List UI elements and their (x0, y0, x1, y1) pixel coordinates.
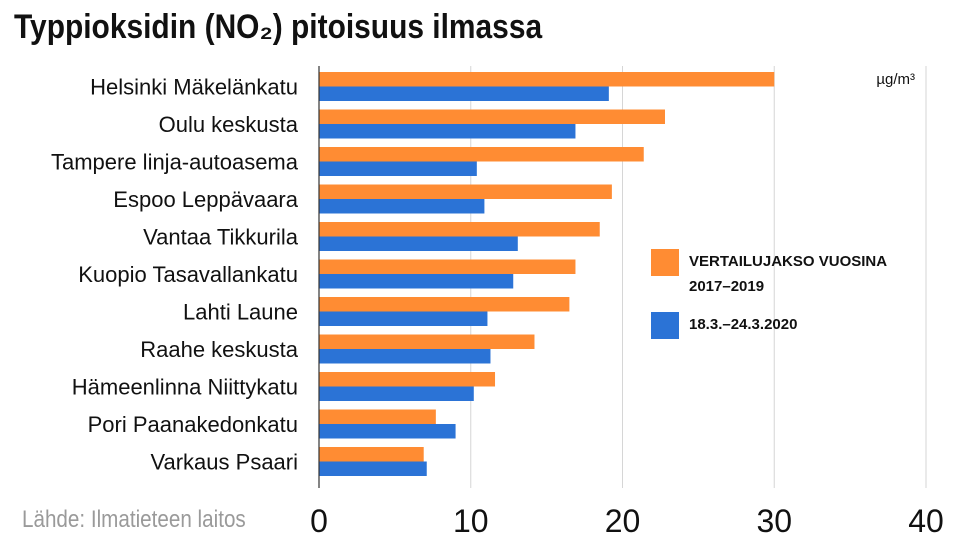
bar-reference (319, 184, 612, 199)
bar-reference (319, 222, 600, 237)
category-label: Tampere linja-autoasema (51, 150, 299, 175)
bar-2020 (319, 349, 491, 364)
legend-swatch (651, 312, 679, 339)
bar-reference (319, 72, 775, 87)
bar-2020 (319, 461, 427, 476)
bar-2020 (319, 161, 477, 176)
x-tick-label: 20 (605, 503, 641, 539)
x-tick-label: 0 (310, 503, 328, 539)
chart-title: Typpioksidin (NO₂) pitoisuus ilmassa (14, 8, 543, 46)
bar-2020 (319, 124, 576, 139)
category-label: Varkaus Psaari (150, 450, 298, 475)
legend-label: 2017–2019 (689, 278, 764, 295)
unit-label: µg/m³ (876, 71, 915, 88)
category-label: Vantaa Tikkurila (143, 225, 299, 250)
category-label: Lahti Laune (183, 300, 298, 325)
category-label: Espoo Leppävaara (113, 187, 298, 212)
bar-2020 (319, 236, 518, 251)
legend-swatch (651, 249, 679, 276)
x-tick-label: 10 (453, 503, 489, 539)
bar-reference (319, 259, 576, 274)
bar-2020 (319, 424, 456, 439)
bar-2020 (319, 274, 514, 289)
legend-label: VERTAILUJAKSO VUOSINA (689, 253, 887, 270)
bar-reference (319, 409, 436, 424)
bar-2020 (319, 311, 488, 326)
category-label: Hämeenlinna Niittykatu (72, 375, 298, 400)
category-label: Helsinki Mäkelänkatu (90, 75, 298, 100)
category-label: Raahe keskusta (140, 337, 299, 362)
source-note: Lähde: Ilmatieteen laitos (22, 506, 246, 533)
category-label: Oulu keskusta (159, 112, 299, 137)
x-tick-label: 30 (756, 503, 792, 539)
bar-reference (319, 297, 570, 312)
bar-reference (319, 334, 535, 349)
bar-reference (319, 372, 496, 387)
category-label: Kuopio Tasavallankatu (78, 262, 298, 287)
bar-reference (319, 147, 644, 162)
bar-2020 (319, 86, 609, 101)
bar-reference (319, 109, 665, 124)
bar-2020 (319, 199, 485, 214)
legend-label: 18.3.–24.3.2020 (689, 316, 797, 333)
bar-reference (319, 447, 424, 462)
bar-2020 (319, 386, 474, 401)
category-label: Pori Paanakedonkatu (88, 412, 298, 437)
x-tick-label: 40 (908, 503, 944, 539)
